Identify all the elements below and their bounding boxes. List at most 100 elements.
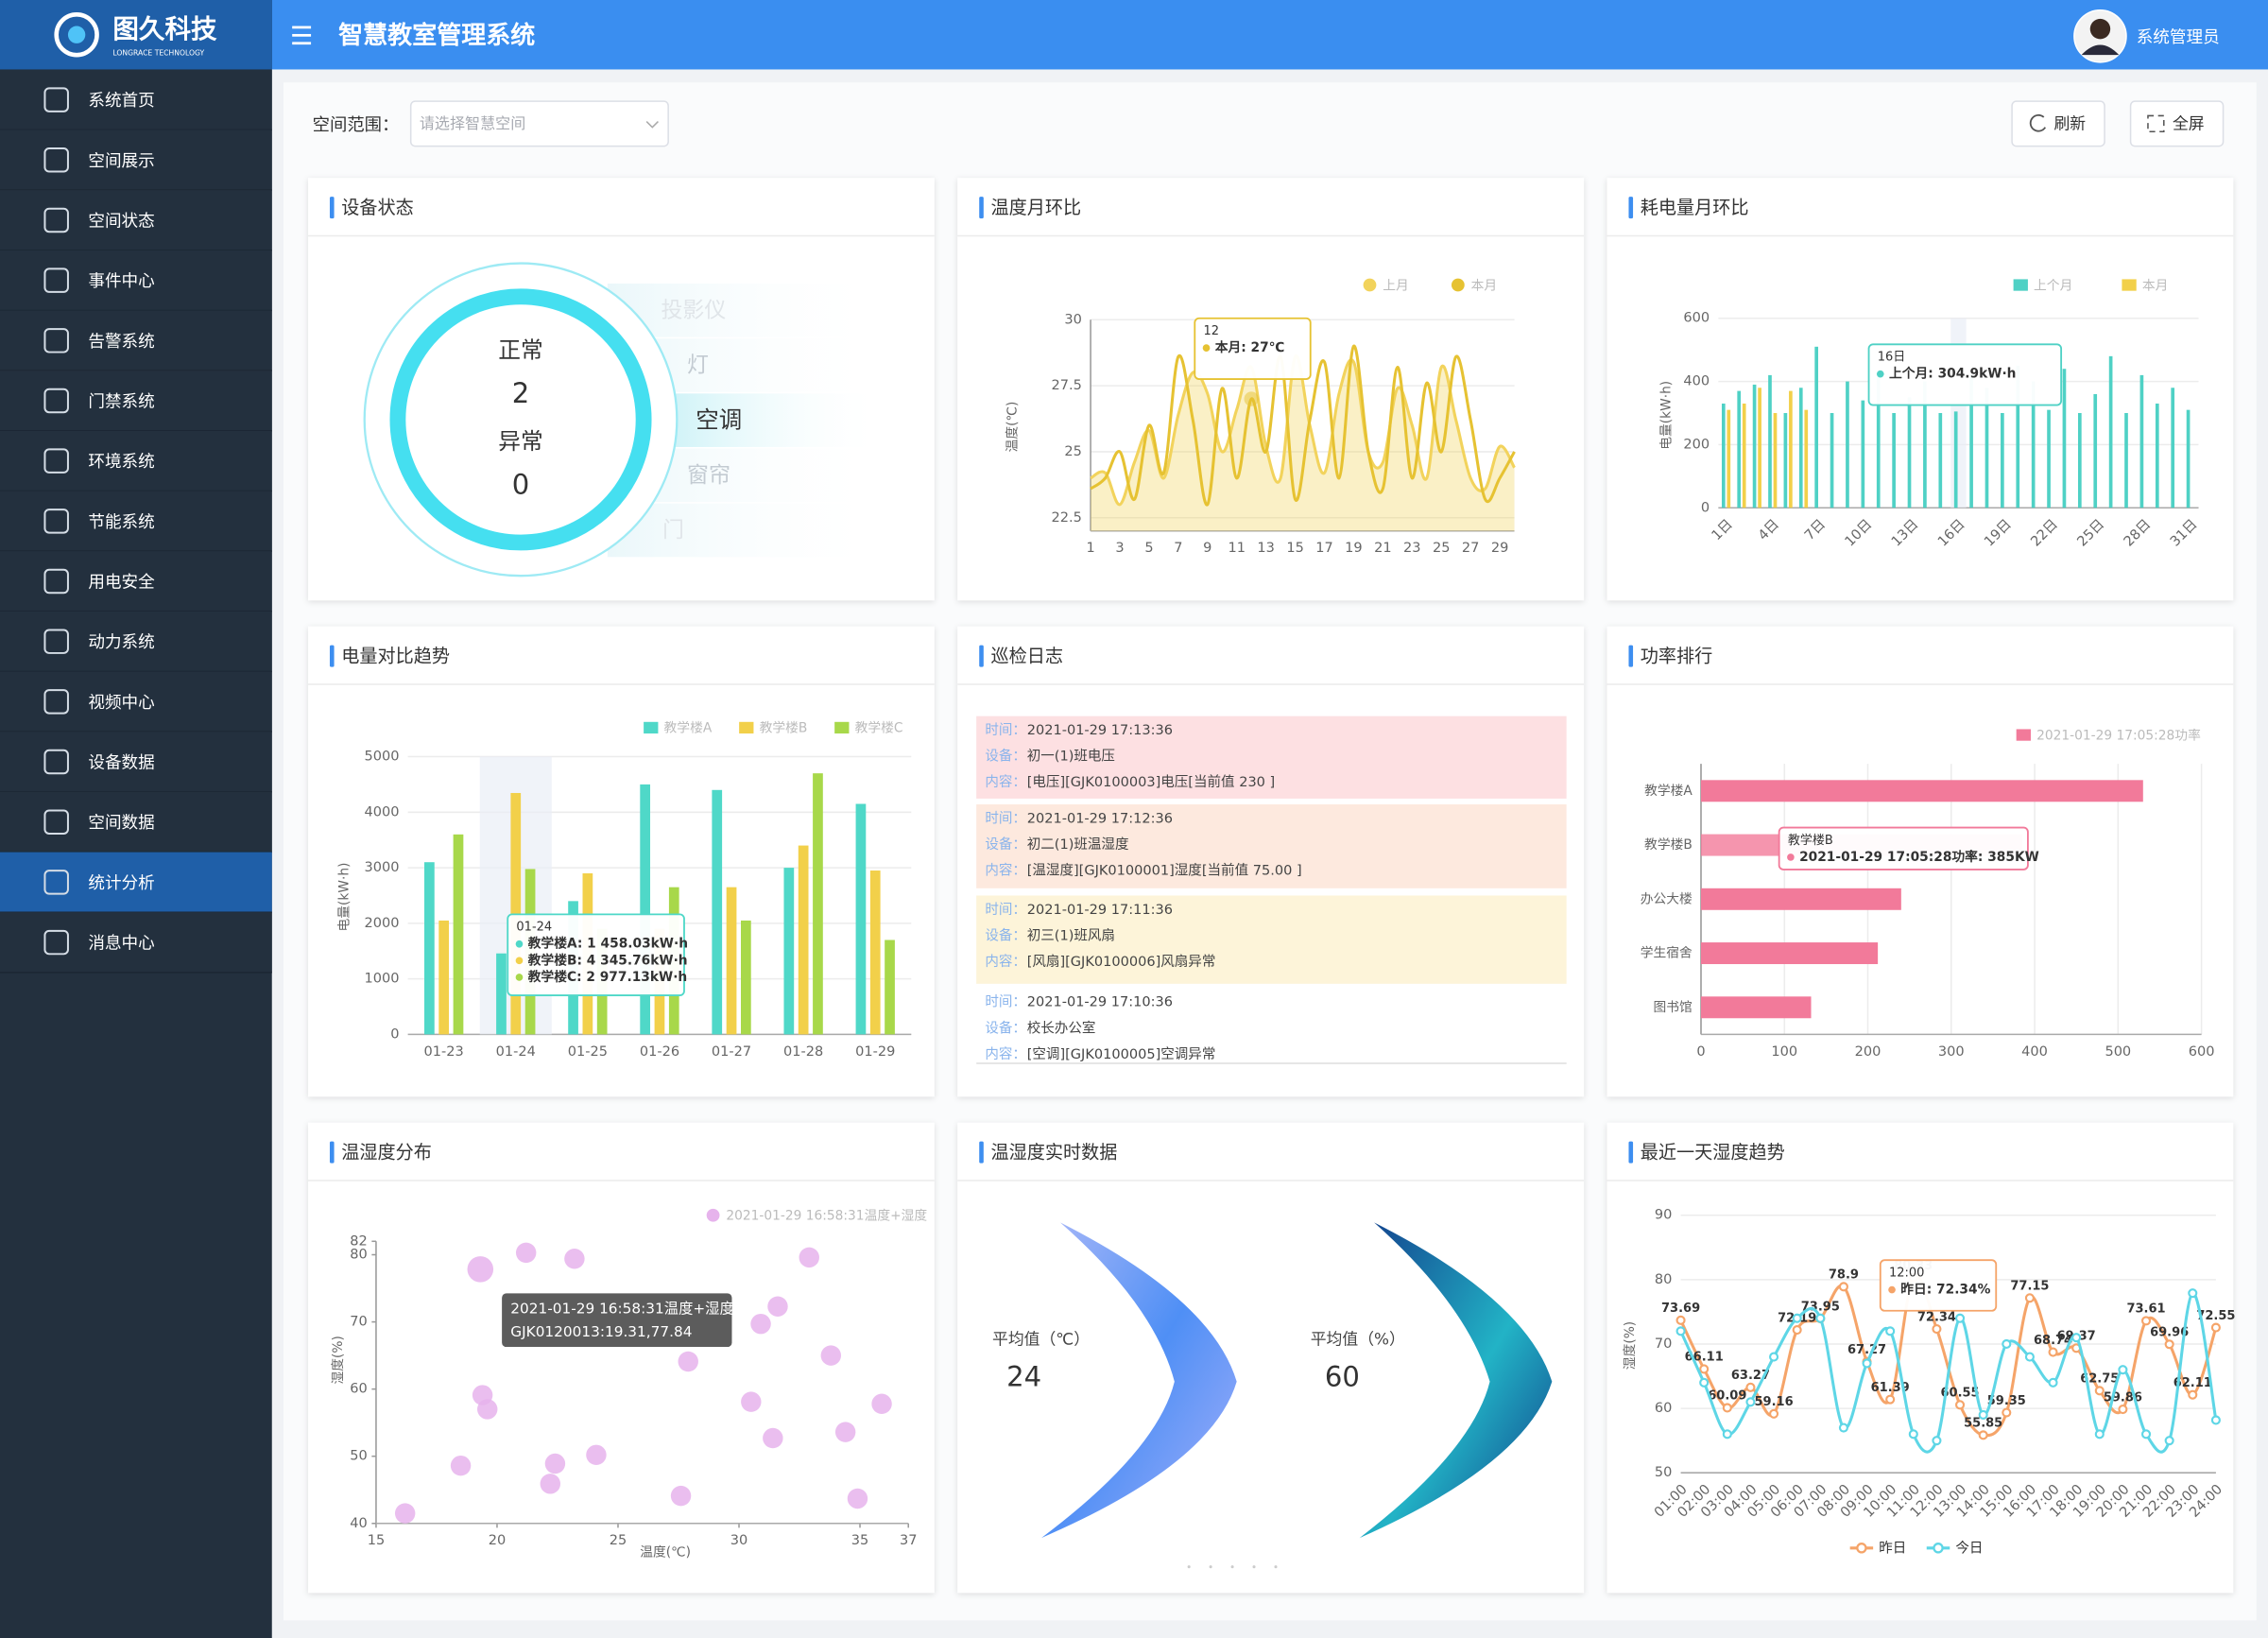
legend-item[interactable]: 教学楼C	[834, 721, 903, 736]
pager-dot	[1230, 1565, 1234, 1569]
y-tick-label: 70	[350, 1315, 367, 1330]
status-value: 0	[512, 468, 530, 500]
legend-item[interactable]: 上月	[1363, 278, 1409, 293]
x-tick-label: 35	[851, 1533, 868, 1548]
legend-label: 教学楼B	[760, 721, 808, 736]
tooltip-box	[1867, 343, 2063, 406]
point	[820, 1345, 842, 1366]
nav-item[interactable]: 视频中心	[0, 671, 272, 733]
y-tick-label: 教学楼A	[1644, 784, 1692, 799]
bar	[2077, 413, 2082, 509]
bar	[2031, 381, 2036, 509]
legend-label: 本月	[1471, 278, 1498, 293]
legend-marker	[2016, 729, 2031, 741]
legend-item[interactable]: 本月	[1451, 278, 1498, 293]
panel-title: 温湿度分布	[341, 1141, 432, 1163]
legend-item[interactable]: 2021-01-29 16:58:31温度+湿度	[706, 1208, 928, 1224]
point	[1745, 1382, 1756, 1392]
user-name[interactable]: 系统管理员	[2137, 28, 2220, 47]
nav-item[interactable]: 事件中心	[0, 250, 272, 312]
y-tick-label: 3000	[364, 860, 399, 875]
y-axis-label: 湿度(%)	[1623, 1321, 1638, 1370]
log-field-value: [温湿度][GJK0100001]湿度[当前值 75.00 ]	[1027, 862, 1302, 878]
nav-item[interactable]: 统计分析	[0, 852, 272, 913]
point	[2140, 1316, 2152, 1326]
point	[1954, 1313, 1966, 1323]
device-label[interactable]: 投影仪	[661, 299, 726, 323]
y-tick-label: 90	[1655, 1208, 1672, 1223]
legend-item[interactable]: 教学楼B	[739, 721, 807, 736]
nav-item[interactable]: 节能系统	[0, 491, 272, 552]
point	[1815, 1313, 1826, 1323]
tooltip-marker	[515, 940, 524, 948]
data-label: 78.9	[1829, 1268, 1859, 1283]
bar	[2016, 365, 2020, 509]
legend-item[interactable]: 昨日	[1849, 1541, 1907, 1557]
y-tick-label: 27.5	[1052, 378, 1082, 393]
panel-title-marker	[1628, 1141, 1634, 1164]
nav-item[interactable]: 用电安全	[0, 551, 272, 612]
x-tick-label: 27	[1462, 541, 1479, 556]
legend-item[interactable]: 本月	[2122, 278, 2168, 293]
y-tick-label: 30	[1064, 312, 1081, 327]
legend-item[interactable]: 2021-01-29 17:05:28功率	[2016, 727, 2201, 743]
legend-item[interactable]: 教学楼A	[644, 721, 713, 736]
data-label: 72.34	[1917, 1310, 1956, 1324]
refresh-button[interactable]: 刷新	[2011, 100, 2105, 147]
y-tick-label: 80	[350, 1248, 367, 1263]
bar	[2186, 409, 2191, 509]
x-tick-label: 25	[610, 1533, 627, 1548]
data-label: 73.69	[1661, 1302, 1700, 1316]
bar	[741, 920, 751, 1035]
nav-item[interactable]: 空间状态	[0, 190, 272, 251]
point	[2188, 1389, 2198, 1400]
legend-item[interactable]: 上个月	[2013, 278, 2073, 293]
panel	[1606, 1122, 2234, 1594]
nav-item[interactable]: 动力系统	[0, 611, 272, 673]
nav-icon	[43, 929, 69, 956]
nav-item[interactable]: 环境系统	[0, 430, 272, 492]
bar	[438, 920, 450, 1035]
scope-select[interactable]: 请选择智慧空间	[409, 100, 669, 147]
x-tick-label: 25	[1433, 541, 1450, 556]
x-tick-label: 21	[1374, 541, 1391, 556]
point	[1862, 1358, 1872, 1369]
log-entry-bg	[976, 804, 1567, 888]
nav-icon	[43, 568, 69, 595]
device-label[interactable]: 门	[662, 518, 684, 543]
point	[1954, 1400, 1966, 1410]
menu-bar	[292, 33, 312, 37]
menu-toggle[interactable]	[292, 26, 312, 45]
legend-marker	[1363, 278, 1377, 292]
app-title: 智慧教室管理系统	[338, 21, 535, 50]
bar	[2139, 374, 2144, 509]
panel-title-marker	[979, 645, 984, 667]
point	[767, 1296, 788, 1317]
nav-icon	[43, 809, 69, 835]
nav-label: 动力系统	[88, 633, 154, 652]
nav-item[interactable]: 告警系统	[0, 310, 272, 371]
x-tick-label: 20	[489, 1533, 506, 1548]
device-label[interactable]: 窗帘	[687, 463, 730, 488]
nav-item[interactable]: 空间数据	[0, 791, 272, 853]
nav-item[interactable]: 门禁系统	[0, 371, 272, 432]
point	[450, 1455, 472, 1476]
nav-item[interactable]: 空间展示	[0, 129, 272, 191]
legend-item[interactable]: 今日	[1926, 1541, 1984, 1557]
legend-marker	[706, 1208, 720, 1222]
fullscreen-button[interactable]: 全屏	[2129, 100, 2225, 147]
device-label[interactable]: 空调	[696, 405, 742, 433]
nav-item[interactable]: 系统首页	[0, 69, 272, 131]
bar	[1798, 388, 1803, 509]
point	[763, 1427, 783, 1449]
x-tick-label: 37	[900, 1533, 917, 1548]
tooltip-marker	[1888, 1285, 1896, 1294]
nav-item[interactable]: 设备数据	[0, 732, 272, 793]
device-label[interactable]: 灯	[687, 353, 709, 378]
nav-item[interactable]: 消息中心	[0, 912, 272, 974]
pager-dot	[1209, 1565, 1212, 1569]
